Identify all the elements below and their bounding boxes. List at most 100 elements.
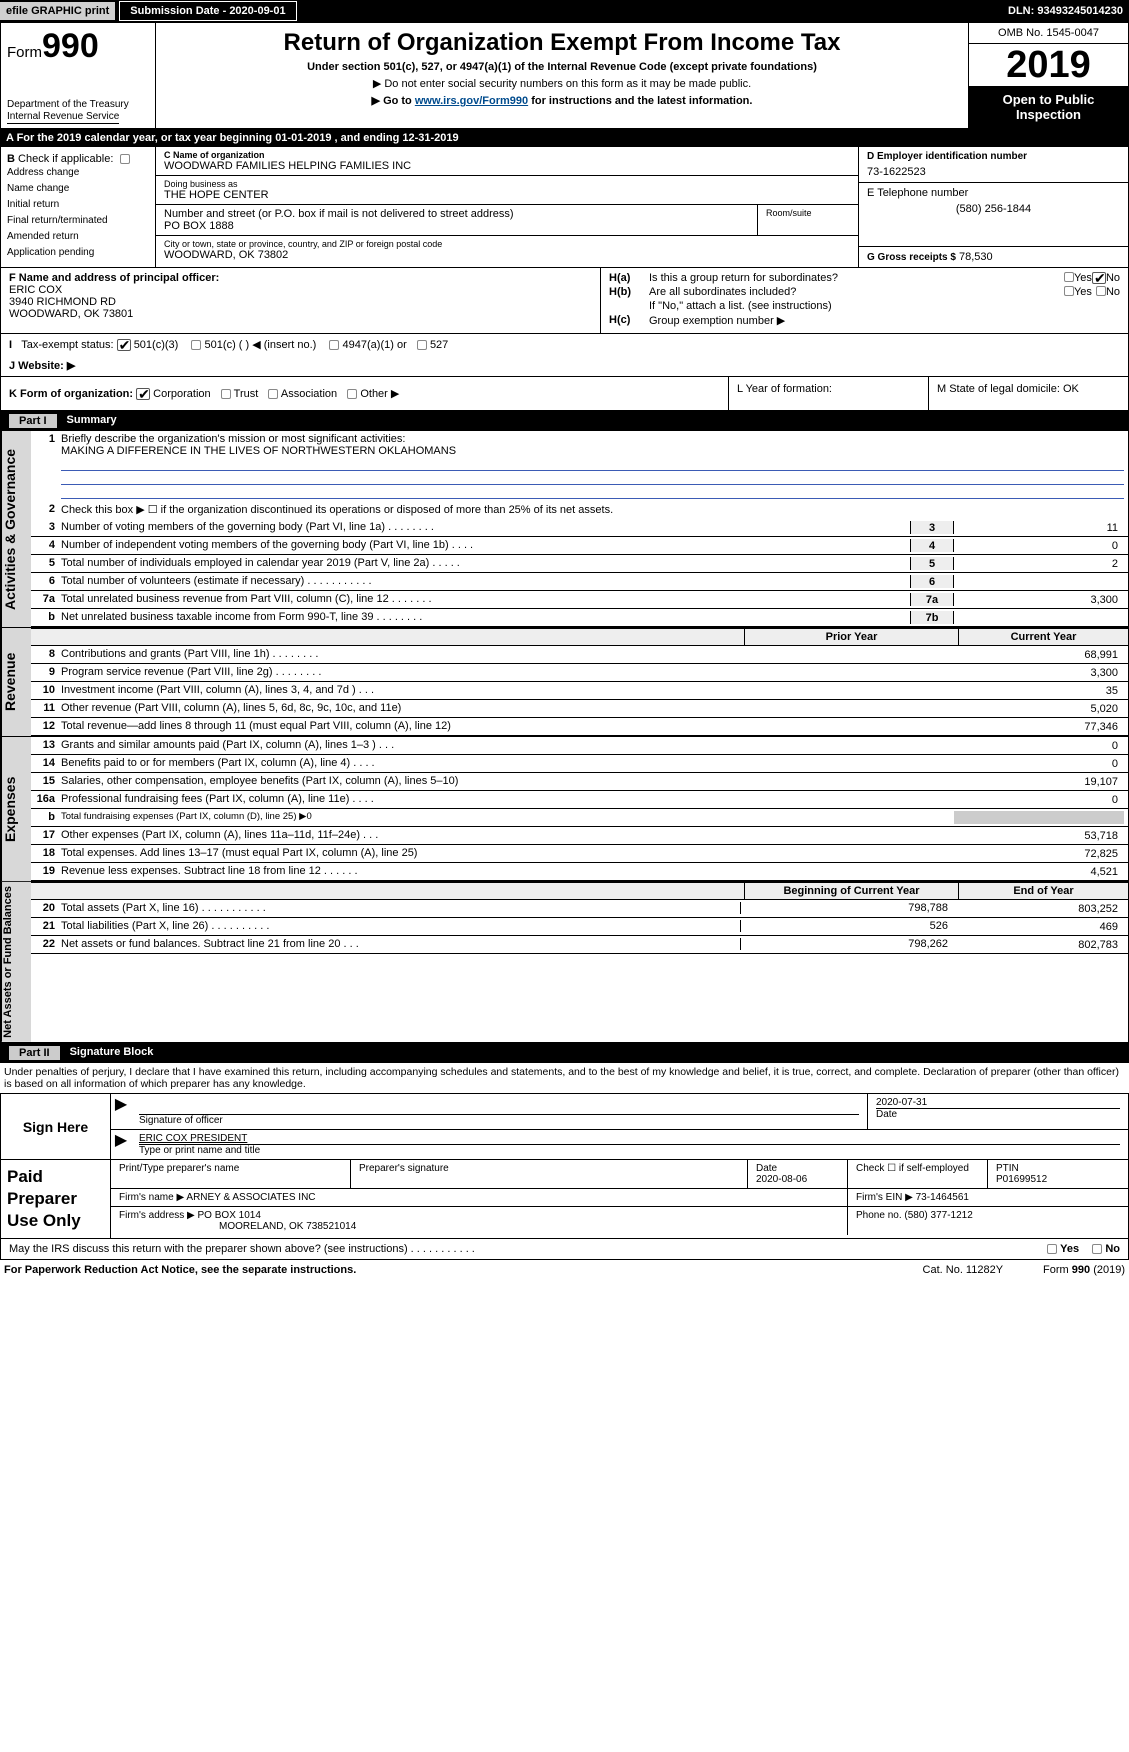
table-row: bNet unrelated business taxable income f…	[31, 609, 1128, 627]
i-501c3: 501(c)(3)	[134, 339, 179, 351]
org-name: WOODWARD FAMILIES HELPING FAMILIES INC	[164, 160, 850, 172]
na-main: Beginning of Current Year End of Year 20…	[31, 882, 1128, 1042]
hb-yes: Yes	[1074, 286, 1092, 298]
k-other-checkbox[interactable]	[347, 389, 357, 399]
street-value: PO BOX 1888	[164, 220, 749, 232]
firm-ein-lab: Firm's EIN ▶	[856, 1192, 913, 1203]
phone-value: (580) 256-1844	[867, 203, 1120, 215]
signer-name-label: Type or print name and title	[139, 1145, 260, 1156]
sign-date-label: Date	[876, 1109, 897, 1120]
arrow-icon: ▶	[111, 1094, 131, 1129]
h-date-lab: Date	[756, 1163, 777, 1174]
firm-ein: 73-1464561	[916, 1192, 969, 1203]
table-row: bTotal fundraising expenses (Part IX, co…	[31, 809, 1128, 827]
k-trust-checkbox[interactable]	[221, 389, 231, 399]
row-klm: K Form of organization: Corporation Trus…	[0, 377, 1129, 411]
ein-value: 73-1622523	[867, 166, 1120, 178]
city-label: City or town, state or province, country…	[164, 239, 850, 249]
i-4947: 4947(a)(1) or	[343, 339, 407, 351]
dba-value: THE HOPE CENTER	[164, 189, 850, 201]
ag-rows: 3Number of voting members of the governi…	[31, 519, 1128, 627]
b-check-item: Name change	[7, 181, 149, 197]
sidebar-expenses: Expenses	[1, 737, 31, 881]
i-527: 527	[430, 339, 448, 351]
checkbox-icon[interactable]	[120, 154, 130, 164]
table-row: 14Benefits paid to or for members (Part …	[31, 755, 1128, 773]
part2-label: Part II	[9, 1046, 60, 1060]
na-header-row: Beginning of Current Year End of Year	[31, 882, 1128, 900]
k-trust: Trust	[234, 388, 259, 400]
firm-name-lab: Firm's name ▶	[119, 1192, 184, 1203]
ha-no-checkbox[interactable]	[1092, 272, 1106, 284]
j-label: J Website: ▶	[9, 360, 75, 372]
irs-link[interactable]: www.irs.gov/Form990	[415, 95, 528, 107]
dept-irs: Internal Revenue Service	[7, 111, 119, 124]
table-row: 21Total liabilities (Part X, line 26) . …	[31, 918, 1128, 936]
department: Department of the Treasury Internal Reve…	[7, 99, 149, 124]
hb-no-checkbox[interactable]	[1096, 286, 1106, 296]
col-c-org: C Name of organization WOODWARD FAMILIES…	[156, 147, 858, 267]
i-4947-checkbox[interactable]	[329, 340, 339, 350]
identity-block: B Check if applicable: Address changeNam…	[0, 147, 1129, 268]
ptin-value: P01699512	[996, 1174, 1047, 1185]
b-check-item: Address change	[7, 165, 149, 181]
k-other: Other ▶	[360, 388, 399, 400]
hdr-eoy: End of Year	[958, 883, 1128, 899]
header-title-block: Return of Organization Exempt From Incom…	[156, 23, 968, 128]
sign-here-block: Sign Here ▶ Signature of officer 2020-07…	[0, 1093, 1129, 1160]
hc-text: Group exemption number ▶	[649, 314, 785, 327]
b-check-item: Initial return	[7, 197, 149, 213]
i-501c-checkbox[interactable]	[191, 340, 201, 350]
row-fh: F Name and address of principal officer:…	[0, 268, 1129, 334]
dba-cell: Doing business as THE HOPE CENTER	[156, 176, 858, 205]
rev-rows: 8Contributions and grants (Part VIII, li…	[31, 646, 1128, 736]
form-title: Return of Organization Exempt From Incom…	[166, 29, 958, 57]
firm-addr2: MOORELAND, OK 738521014	[219, 1221, 356, 1232]
revenue-header-row: Prior Year Current Year	[31, 628, 1128, 646]
table-row: 8Contributions and grants (Part VIII, li…	[31, 646, 1128, 664]
i-501c3-checkbox[interactable]	[117, 339, 131, 351]
sidebar-net-assets: Net Assets or Fund Balances	[1, 882, 31, 1042]
i-527-checkbox[interactable]	[417, 340, 427, 350]
b-check-item: Final return/terminated	[7, 213, 149, 229]
h-sig: Preparer's signature	[359, 1163, 449, 1174]
mission-text: MAKING A DIFFERENCE IN THE LIVES OF NORT…	[61, 445, 456, 457]
addr-label: Number and street (or P.O. box if mail i…	[164, 208, 749, 220]
g-receipts-cell: G Gross receipts $ 78,530	[859, 246, 1128, 267]
discuss-yes-checkbox[interactable]	[1047, 1244, 1057, 1254]
table-row: 10Investment income (Part VIII, column (…	[31, 682, 1128, 700]
paid-row-3: Firm's address ▶ PO BOX 1014 MOORELAND, …	[111, 1207, 1128, 1235]
k-assoc-checkbox[interactable]	[268, 389, 278, 399]
discuss-row: May the IRS discuss this return with the…	[0, 1239, 1129, 1260]
section-net-assets: Net Assets or Fund Balances Beginning of…	[0, 882, 1129, 1043]
section-revenue: Revenue Prior Year Current Year 8Contrib…	[0, 628, 1129, 737]
sidebar-ag: Activities & Governance	[1, 431, 31, 627]
goto-prefix: ▶ Go to	[372, 95, 415, 107]
h-print: Print/Type preparer's name	[119, 1163, 239, 1174]
table-row: 19Revenue less expenses. Subtract line 1…	[31, 863, 1128, 881]
dept-treasury: Department of the Treasury	[7, 99, 149, 111]
signer-name: ERIC COX PRESIDENT	[139, 1133, 1120, 1145]
exp-rows: 13Grants and similar amounts paid (Part …	[31, 737, 1128, 881]
i-label: Tax-exempt status:	[21, 339, 113, 351]
phone-lab: Phone no.	[856, 1210, 902, 1221]
officer-addr1: 3940 RICHMOND RD	[9, 296, 116, 308]
form-990: 990	[42, 27, 99, 65]
table-row: 9Program service revenue (Part VIII, lin…	[31, 664, 1128, 682]
ha-yes-checkbox[interactable]	[1064, 272, 1074, 282]
hb-yes-checkbox[interactable]	[1064, 286, 1074, 296]
c-name-cell: C Name of organization WOODWARD FAMILIES…	[156, 147, 858, 176]
submission-date: Submission Date - 2020-09-01	[119, 1, 296, 21]
form-prefix: Form	[7, 44, 42, 61]
part1-label: Part I	[9, 414, 57, 428]
mission-line	[61, 471, 1124, 485]
table-row: 22Net assets or fund balances. Subtract …	[31, 936, 1128, 954]
paid-row-1: Print/Type preparer's name Preparer's si…	[111, 1160, 1128, 1189]
k-corp-checkbox[interactable]	[136, 388, 150, 400]
paid-row-2: Firm's name ▶ ARNEY & ASSOCIATES INC Fir…	[111, 1189, 1128, 1207]
sig-officer-label: Signature of officer	[139, 1115, 223, 1126]
discuss-no-checkbox[interactable]	[1092, 1244, 1102, 1254]
mission-line	[61, 485, 1124, 499]
sign-row-sig: ▶ Signature of officer 2020-07-31 Date	[111, 1094, 1128, 1130]
hdr-boy: Beginning of Current Year	[744, 883, 958, 899]
